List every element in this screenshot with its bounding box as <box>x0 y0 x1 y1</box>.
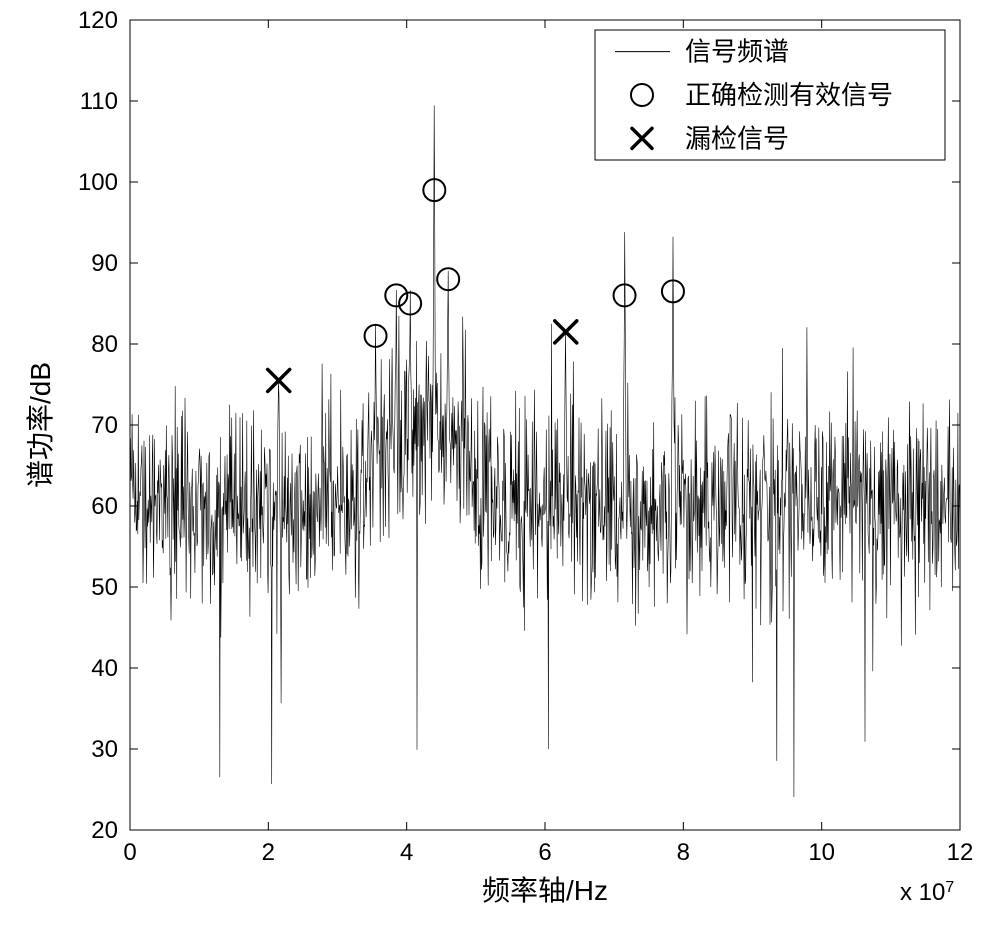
legend-label: 漏检信号 <box>685 123 789 153</box>
legend-label: 信号频谱 <box>685 37 789 67</box>
y-tick-label: 120 <box>78 7 118 34</box>
y-tick-label: 110 <box>80 88 118 115</box>
y-tick-label: 50 <box>91 574 118 601</box>
legend-label: 正确检测有效信号 <box>685 80 893 110</box>
y-axis-label: 谱功率/dB <box>25 362 56 488</box>
x-tick-label: 4 <box>400 839 413 866</box>
y-tick-label: 90 <box>91 250 118 277</box>
y-tick-label: 40 <box>91 655 118 682</box>
y-tick-label: 100 <box>78 169 118 196</box>
x-tick-label: 2 <box>262 839 275 866</box>
y-tick-label: 30 <box>91 736 118 763</box>
x-axis-label: 频率轴/Hz <box>482 875 608 906</box>
spectrum-chart: 0 2 4 6 8 10 12 20 30 40 50 60 70 80 90 100 110 120 频率轴/Hz… <box>0 0 1000 933</box>
chart-svg: 0 2 4 6 8 10 12 20 30 40 50 60 70 80 90 100 110 120 频率轴/Hz… <box>0 0 1000 933</box>
x-tick-label: 10 <box>808 839 835 866</box>
y-tick-label: 80 <box>91 331 118 358</box>
x-tick-label: 12 <box>947 839 974 866</box>
signal-spectrum-line <box>130 105 960 797</box>
y-tick-label: 20 <box>91 817 118 844</box>
x-tick-label: 8 <box>677 839 690 866</box>
x-tick-label: 6 <box>538 839 551 866</box>
y-tick-label: 70 <box>91 412 118 439</box>
x-tick-label: 0 <box>123 839 136 866</box>
y-tick-label: 60 <box>91 493 118 520</box>
x-exponent: x 107 <box>900 879 954 907</box>
